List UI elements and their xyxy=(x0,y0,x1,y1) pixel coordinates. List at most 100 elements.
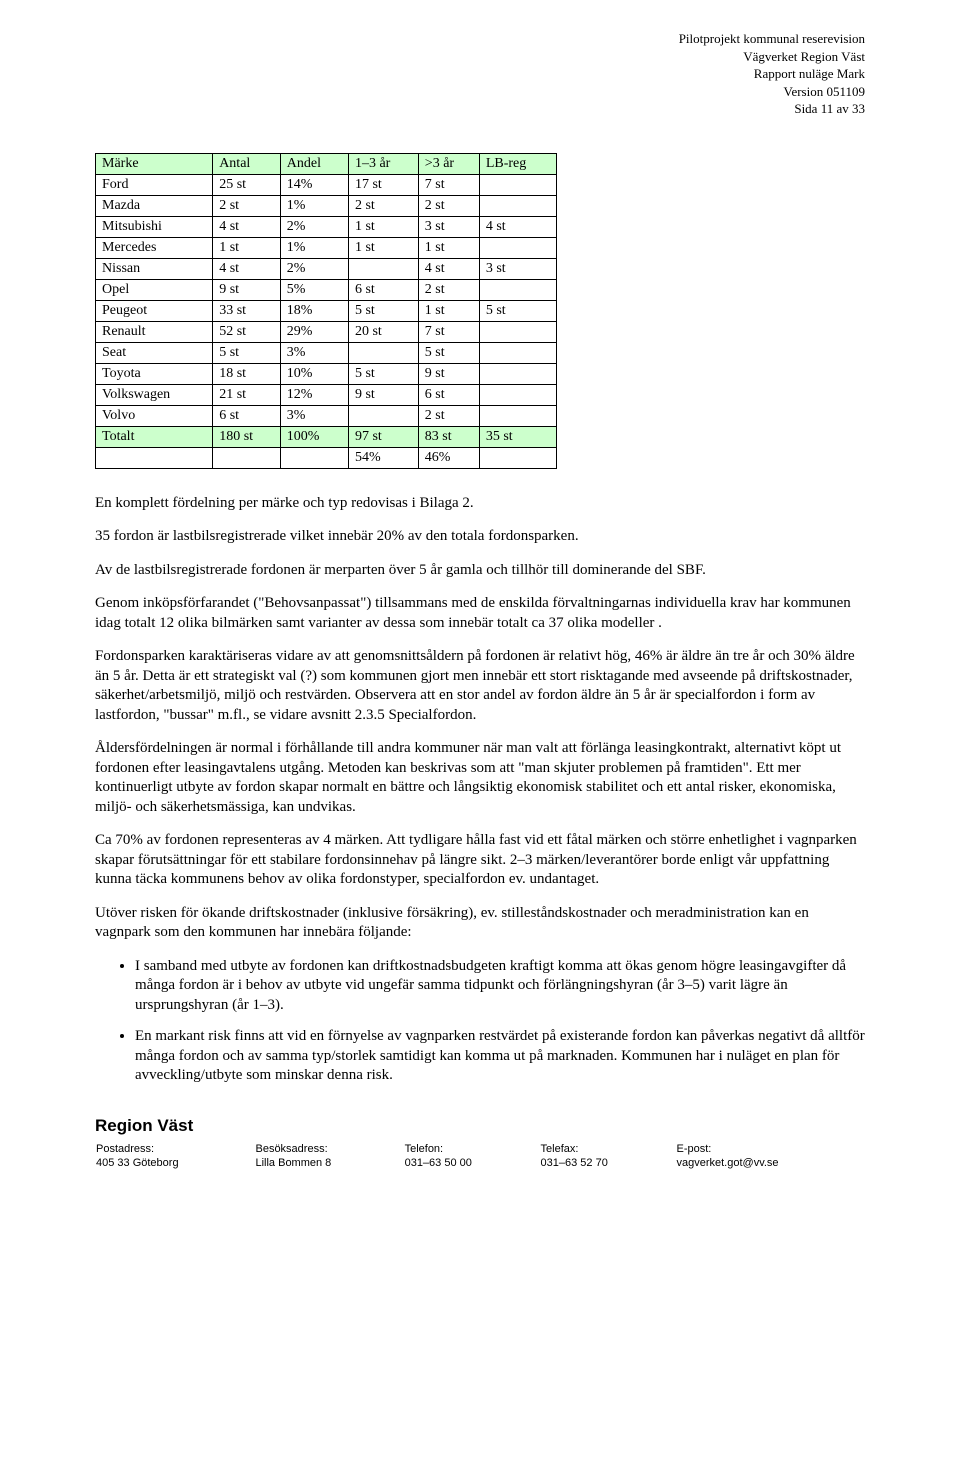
table-cell: 2% xyxy=(280,258,348,279)
table-cell: Mitsubishi xyxy=(96,216,213,237)
bullet-item: En markant risk finns att vid en förnyel… xyxy=(135,1027,865,1086)
vehicle-table: Märke Antal Andel 1–3 år >3 år LB-reg Fo… xyxy=(95,153,557,469)
paragraph: En komplett fördelning per märke och typ… xyxy=(95,494,865,514)
table-row: Mercedes1 st1%1 st1 st xyxy=(96,237,557,258)
table-row: Peugeot33 st18%5 st1 st5 st xyxy=(96,300,557,321)
table-cell: Toyota xyxy=(96,363,213,384)
paragraph: Åldersfördelningen är normal i förhållan… xyxy=(95,739,865,817)
table-cell: Totalt xyxy=(96,426,213,447)
table-cell: 4 st xyxy=(479,216,556,237)
footer-value: 031–63 52 70 xyxy=(540,1156,676,1170)
body-text: En komplett fördelning per märke och typ… xyxy=(95,494,865,1086)
header-line: Sida 11 av 33 xyxy=(95,100,865,118)
table-cell: 10% xyxy=(280,363,348,384)
page: Pilotprojekt kommunal reserevision Vägve… xyxy=(0,0,960,1483)
bullet-item: I samband med utbyte av fordonen kan dri… xyxy=(135,957,865,1016)
paragraph: Utöver risken för ökande driftskostnader… xyxy=(95,904,865,943)
table-cell: 1% xyxy=(280,195,348,216)
col-header: Andel xyxy=(280,153,348,174)
table-cell: Mazda xyxy=(96,195,213,216)
header-line: Version 051109 xyxy=(95,83,865,101)
table-row: Opel9 st5%6 st2 st xyxy=(96,279,557,300)
footer-value: 031–63 50 00 xyxy=(404,1156,540,1170)
table-cell: Nissan xyxy=(96,258,213,279)
table-cell: 180 st xyxy=(213,426,281,447)
paragraph: Genom inköpsförfarandet ("Behovsanpassat… xyxy=(95,594,865,633)
paragraph: 35 fordon är lastbilsregistrerade vilket… xyxy=(95,527,865,547)
table-pct-row: 54%46% xyxy=(96,447,557,468)
table-cell xyxy=(479,195,556,216)
col-header: 1–3 år xyxy=(348,153,418,174)
table-cell: 2 st xyxy=(418,195,479,216)
table-row: Nissan4 st2%4 st3 st xyxy=(96,258,557,279)
footer-value: Lilla Bommen 8 xyxy=(254,1156,403,1170)
table-cell xyxy=(348,405,418,426)
table-cell: Ford xyxy=(96,174,213,195)
table-cell: 33 st xyxy=(213,300,281,321)
table-cell: 5 st xyxy=(479,300,556,321)
table-cell xyxy=(479,405,556,426)
table-cell xyxy=(96,447,213,468)
table-cell xyxy=(213,447,281,468)
table-cell: 12% xyxy=(280,384,348,405)
col-header: Antal xyxy=(213,153,281,174)
paragraph: Fordonsparken karaktäriseras vidare av a… xyxy=(95,647,865,725)
table-cell: 6 st xyxy=(213,405,281,426)
table-cell: 3% xyxy=(280,405,348,426)
table-row: Renault52 st29%20 st7 st xyxy=(96,321,557,342)
col-header: >3 år xyxy=(418,153,479,174)
table-cell: 83 st xyxy=(418,426,479,447)
header-meta: Pilotprojekt kommunal reserevision Vägve… xyxy=(95,30,865,118)
table-row: Mazda2 st1%2 st2 st xyxy=(96,195,557,216)
table-total-row: Totalt180 st100%97 st83 st35 st xyxy=(96,426,557,447)
table-cell: 7 st xyxy=(418,321,479,342)
table-cell: 4 st xyxy=(213,258,281,279)
bullet-list: I samband med utbyte av fordonen kan dri… xyxy=(95,957,865,1086)
table-cell xyxy=(348,258,418,279)
footer-labels-row: Postadress:Besöksadress:Telefon:Telefax:… xyxy=(95,1142,865,1156)
footer-value: 405 33 Göteborg xyxy=(95,1156,254,1170)
table-cell: 25 st xyxy=(213,174,281,195)
table-cell: 1 st xyxy=(418,300,479,321)
table-cell: 29% xyxy=(280,321,348,342)
footer-label: E-post: xyxy=(675,1142,865,1156)
table-cell: 5 st xyxy=(213,342,281,363)
table-cell: 3 st xyxy=(479,258,556,279)
table-cell: 5% xyxy=(280,279,348,300)
table-cell: 2 st xyxy=(418,405,479,426)
footer-label: Besöksadress: xyxy=(254,1142,403,1156)
table-row: Volkswagen21 st12%9 st6 st xyxy=(96,384,557,405)
footer-values-row: 405 33 GöteborgLilla Bommen 8031–63 50 0… xyxy=(95,1156,865,1170)
table-cell xyxy=(280,447,348,468)
paragraph: Ca 70% av fordonen representeras av 4 mä… xyxy=(95,831,865,890)
table-cell: 46% xyxy=(418,447,479,468)
footer-label: Telefon: xyxy=(404,1142,540,1156)
header-line: Vägverket Region Väst xyxy=(95,48,865,66)
table-cell: 2 st xyxy=(418,279,479,300)
table-cell: 6 st xyxy=(348,279,418,300)
table-row: Toyota18 st10%5 st9 st xyxy=(96,363,557,384)
table-cell: 6 st xyxy=(418,384,479,405)
table-cell: 20 st xyxy=(348,321,418,342)
table-cell: 1% xyxy=(280,237,348,258)
table-cell xyxy=(348,342,418,363)
table-cell: 1 st xyxy=(348,216,418,237)
header-line: Pilotprojekt kommunal reserevision xyxy=(95,30,865,48)
table-header-row: Märke Antal Andel 1–3 år >3 år LB-reg xyxy=(96,153,557,174)
table-cell xyxy=(479,447,556,468)
table-cell: 54% xyxy=(348,447,418,468)
table-cell: Peugeot xyxy=(96,300,213,321)
table-cell xyxy=(479,279,556,300)
table-cell: Seat xyxy=(96,342,213,363)
header-line: Rapport nuläge Mark xyxy=(95,65,865,83)
table-cell: Opel xyxy=(96,279,213,300)
table-row: Volvo6 st3%2 st xyxy=(96,405,557,426)
table-cell: 5 st xyxy=(418,342,479,363)
table-row: Mitsubishi4 st2%1 st3 st4 st xyxy=(96,216,557,237)
table-cell: 9 st xyxy=(418,363,479,384)
table-cell: 9 st xyxy=(348,384,418,405)
footer-label: Postadress: xyxy=(95,1142,254,1156)
table-cell: 2 st xyxy=(348,195,418,216)
table-cell: 3 st xyxy=(418,216,479,237)
table-cell: 5 st xyxy=(348,363,418,384)
